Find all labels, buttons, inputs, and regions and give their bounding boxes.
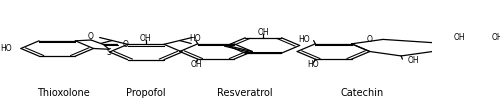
Text: S: S <box>107 48 112 57</box>
Text: OH: OH <box>408 56 420 65</box>
Text: Catechin: Catechin <box>340 88 384 98</box>
Text: HO: HO <box>307 60 318 69</box>
Text: Resveratrol: Resveratrol <box>217 88 272 98</box>
Text: O: O <box>88 33 94 42</box>
Text: HO: HO <box>190 34 201 43</box>
Text: O: O <box>366 35 372 44</box>
Text: OH: OH <box>140 34 151 43</box>
Text: O: O <box>122 40 128 49</box>
Text: OH: OH <box>492 33 500 42</box>
Text: OH: OH <box>258 28 269 37</box>
Text: Thioxolone: Thioxolone <box>37 88 90 98</box>
Text: OH: OH <box>454 33 466 42</box>
Text: HO: HO <box>298 35 310 44</box>
Text: HO: HO <box>0 44 12 53</box>
Text: OH: OH <box>190 60 202 69</box>
Text: Propofol: Propofol <box>126 88 166 98</box>
